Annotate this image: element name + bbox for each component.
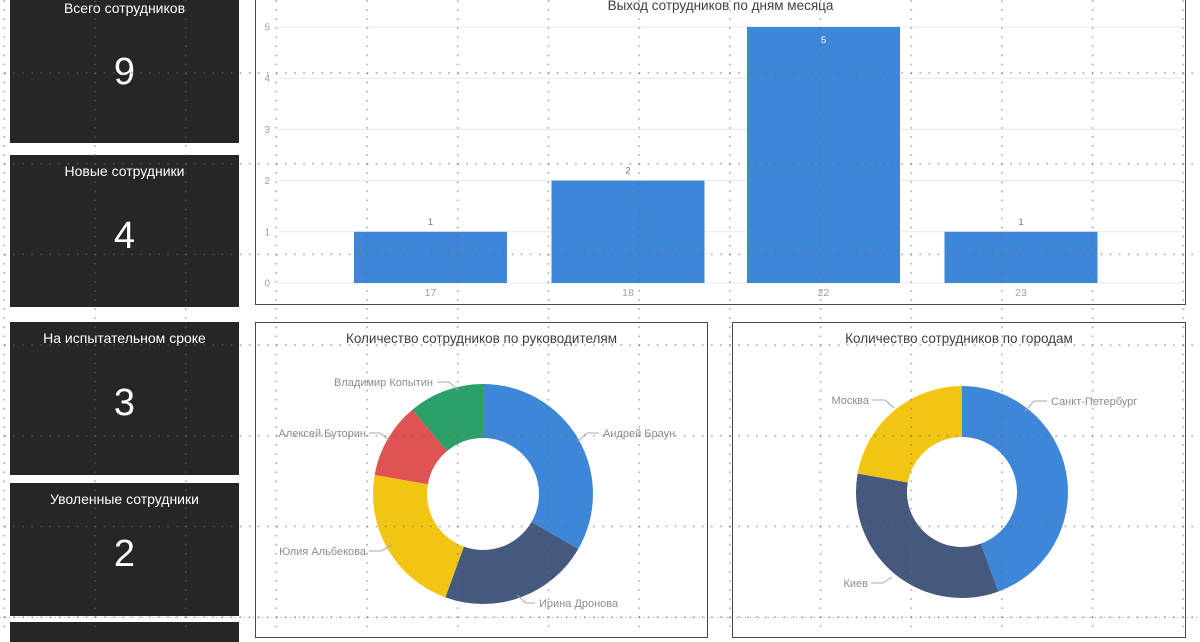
y-axis-tick-label: 3 (264, 125, 270, 136)
donut-managers-svg[interactable]: Андрей Браун Ирина Дронова Юлия Альбекова А… (256, 323, 707, 637)
donut-cities-svg[interactable]: Санкт-Петербург Киев Москва (733, 323, 1185, 637)
kpi-card-probation-employees[interactable]: На испытательном сроке 3 (10, 322, 239, 475)
donut-slice-label: Санкт-Петербург (1051, 396, 1137, 408)
y-axis-tick-label: 4 (264, 74, 270, 85)
label-leader-line (871, 576, 893, 584)
donut-slice-label: Владимир Копытин (334, 377, 433, 389)
kpi-card-title: Всего сотрудников (63, 0, 186, 16)
kpi-card-value: 4 (113, 214, 136, 257)
donut-slice-label: Юлия Альбекова (279, 546, 367, 558)
label-leader-line (872, 399, 895, 409)
kpi-card-value: 9 (113, 51, 136, 93)
donut-slice-label: Ирина Дронова (539, 598, 619, 610)
x-axis-category-label: 18 (622, 287, 634, 299)
kpi-card-value: 3 (113, 382, 136, 424)
donut-slice-label: Москва (831, 395, 869, 407)
kpi-card-new-employees[interactable]: Новые сотрудники 4 (10, 155, 239, 307)
kpi-card-title: На испытательном сроке (43, 330, 206, 346)
x-axis-category-label: 17 (425, 287, 437, 299)
bar-data-label: 5 (821, 35, 826, 46)
kpi-card-title: Уволенные сотрудники (50, 491, 199, 507)
y-axis-tick-label: 5 (264, 23, 270, 34)
y-axis-tick-label: 0 (264, 279, 270, 290)
kpi-card-value: 2 (113, 533, 136, 575)
bar[interactable] (354, 231, 507, 283)
y-axis-tick-label: 1 (264, 227, 270, 238)
kpi-card-total-employees[interactable]: Всего сотрудников 9 (10, 0, 239, 143)
kpi-card-title: Новые сотрудники (64, 163, 185, 179)
x-axis-category-label: 23 (1015, 287, 1027, 299)
bar-data-label: 2 (625, 166, 630, 177)
bar[interactable] (551, 180, 705, 283)
donut-slice[interactable] (373, 474, 464, 598)
donut-slice-label: Алексей Буторин (279, 428, 366, 440)
donut-slice-label: Киев (843, 578, 868, 590)
donut-cities-panel[interactable]: Количество сотрудников по городам Санкт-… (732, 322, 1186, 638)
donut-slice[interactable] (856, 473, 999, 598)
y-axis-tick-label: 2 (264, 176, 270, 187)
donut-managers-panel[interactable]: Количество сотрудников по руководителям … (255, 322, 708, 638)
label-leader-line (576, 432, 599, 443)
donut-slice[interactable] (483, 384, 593, 549)
donut-slice-label: Андрей Браун (603, 428, 675, 440)
bar-data-label: 1 (428, 217, 433, 228)
bar[interactable] (747, 27, 900, 283)
kpi-card-partial-cutoff[interactable] (10, 622, 239, 642)
label-leader-line (369, 432, 390, 441)
bar-data-label: 1 (1018, 217, 1023, 228)
kpi-card-dismissed-employees[interactable]: Уволенные сотрудники 2 (10, 483, 239, 616)
bar[interactable] (944, 231, 1098, 283)
x-axis-category-label: 22 (818, 287, 830, 299)
